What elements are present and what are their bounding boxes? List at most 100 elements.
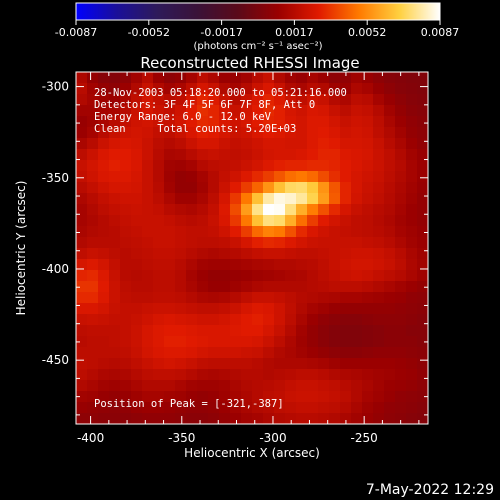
heatmap-cell: [384, 347, 396, 359]
heatmap-cell: [87, 72, 99, 84]
heatmap-cell: [109, 402, 121, 414]
heatmap-cell: [76, 402, 88, 414]
heatmap-cell: [164, 182, 176, 194]
heatmap-cell: [384, 358, 396, 370]
heatmap-cell: [164, 380, 176, 392]
heatmap-cell: [208, 171, 220, 183]
heatmap-cell: [318, 358, 330, 370]
heatmap-cell: [120, 215, 132, 227]
heatmap-cell: [296, 138, 308, 150]
heatmap-cell: [340, 72, 352, 84]
heatmap-cell: [285, 303, 297, 315]
heatmap-cell: [373, 127, 385, 139]
heatmap-cell: [219, 226, 231, 238]
heatmap-cell: [274, 149, 286, 161]
heatmap-cell: [307, 248, 319, 260]
heatmap-cell: [417, 369, 429, 381]
heatmap-cell: [131, 248, 143, 260]
heatmap-cell: [384, 116, 396, 128]
heatmap-cell: [307, 116, 319, 128]
heatmap-cell: [197, 138, 209, 150]
heatmap-cell: [340, 160, 352, 172]
heatmap-cell: [175, 303, 187, 315]
heatmap-cell: [285, 72, 297, 84]
colorbar-tick-label: 0.0087: [421, 26, 460, 39]
heatmap-cell: [329, 182, 341, 194]
heatmap-cell: [362, 292, 374, 304]
heatmap-cell: [274, 391, 286, 403]
heatmap-cell: [131, 347, 143, 359]
heatmap-cell: [230, 116, 242, 128]
heatmap-cell: [340, 105, 352, 117]
heatmap-cell: [230, 413, 242, 425]
heatmap-cell: [76, 358, 88, 370]
heatmap-cell: [98, 358, 110, 370]
heatmap-cell: [131, 369, 143, 381]
heatmap-cell: [395, 149, 407, 161]
heatmap-cell: [285, 380, 297, 392]
heatmap-cell: [318, 105, 330, 117]
heatmap-cell: [153, 369, 165, 381]
heatmap-cell: [241, 182, 253, 194]
heatmap-cell: [263, 83, 275, 95]
colorbar-gradient: [75, 2, 441, 21]
heatmap-cell: [274, 182, 286, 194]
heatmap-cell: [351, 138, 363, 150]
heatmap-cell: [340, 402, 352, 414]
heatmap-cell: [340, 303, 352, 315]
heatmap-cell: [164, 270, 176, 282]
heatmap-cell: [362, 215, 374, 227]
heatmap-cell: [109, 83, 121, 95]
heatmap-cell: [131, 380, 143, 392]
heatmap-cell: [384, 303, 396, 315]
heatmap-cell: [76, 215, 88, 227]
heatmap-cell: [219, 303, 231, 315]
heatmap-cell: [340, 270, 352, 282]
heatmap-cell: [351, 402, 363, 414]
heatmap-cell: [208, 336, 220, 348]
x-tick-label: -350: [168, 431, 195, 445]
heatmap-cell: [263, 314, 275, 326]
heatmap-cell: [142, 138, 154, 150]
heatmap-cell: [230, 259, 242, 271]
heatmap-cell: [296, 281, 308, 293]
heatmap-cell: [230, 171, 242, 183]
heatmap-cell: [142, 391, 154, 403]
heatmap-cell: [98, 193, 110, 205]
heatmap-cell: [164, 237, 176, 249]
heatmap-cell: [153, 127, 165, 139]
heatmap-cell: [208, 204, 220, 216]
heatmap-cell: [329, 413, 341, 425]
heatmap-cell: [186, 369, 198, 381]
heatmap-cell: [274, 325, 286, 337]
heatmap-cell: [164, 248, 176, 260]
heatmap-cell: [417, 314, 429, 326]
heatmap-cell: [109, 182, 121, 194]
heatmap-cell: [274, 127, 286, 139]
heatmap-cell: [351, 369, 363, 381]
heatmap-cell: [98, 116, 110, 128]
heatmap-cell: [252, 292, 264, 304]
heatmap-cell: [175, 160, 187, 172]
heatmap-cell: [362, 380, 374, 392]
heatmap-cell: [131, 259, 143, 271]
heatmap-cell: [241, 193, 253, 205]
heatmap-cell: [263, 325, 275, 337]
heatmap-cell: [329, 215, 341, 227]
heatmap-cell: [87, 237, 99, 249]
heatmap-cell: [175, 105, 187, 117]
heatmap-cell: [142, 215, 154, 227]
heatmap-cell: [362, 391, 374, 403]
heatmap-cell: [164, 314, 176, 326]
heatmap-cell: [120, 292, 132, 304]
heatmap-cell: [109, 193, 121, 205]
heatmap-cell: [285, 259, 297, 271]
heatmap-cell: [263, 292, 275, 304]
heatmap-cell: [120, 94, 132, 106]
heatmap-cell: [417, 204, 429, 216]
heatmap-cell: [219, 83, 231, 95]
heatmap-cell: [263, 248, 275, 260]
heatmap-cell: [263, 72, 275, 84]
heatmap-cell: [307, 160, 319, 172]
heatmap-cell: [351, 105, 363, 117]
